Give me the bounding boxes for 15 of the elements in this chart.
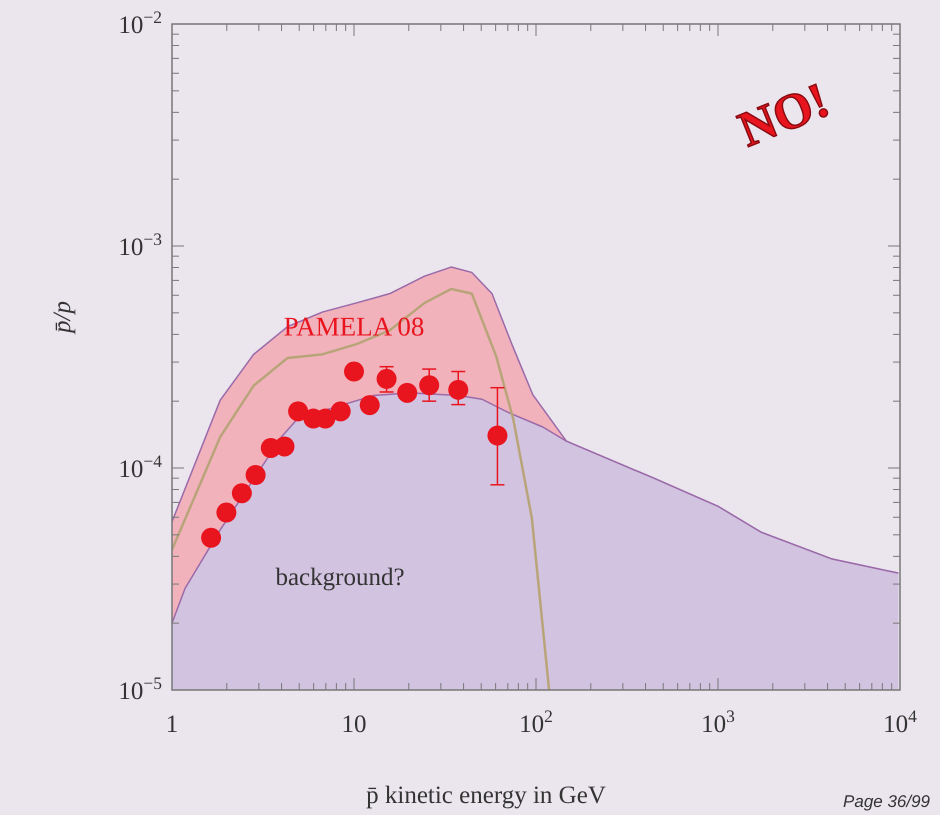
x-tick-label: 10$^{2}$ bbox=[519, 706, 553, 738]
text: Page 36/99 bbox=[843, 792, 931, 811]
x-tick-label: 1 bbox=[166, 711, 178, 738]
y-tick-label: 10$^{−2}$ bbox=[118, 7, 162, 39]
x-axis-title: p̄ kinetic energy in GeV bbox=[366, 782, 606, 809]
annotation: background? bbox=[275, 564, 405, 591]
y-tick-label: 10$^{−3}$ bbox=[118, 229, 162, 261]
series-label: PAMELA 08 bbox=[284, 312, 424, 342]
y-tick-label: 10$^{−4}$ bbox=[118, 451, 162, 483]
x-tick-label: 10 bbox=[342, 711, 366, 738]
annotation: NO! bbox=[730, 71, 837, 158]
x-tick-label: 10$^{3}$ bbox=[701, 706, 736, 738]
y-tick-label: 10$^{−5}$ bbox=[118, 673, 162, 705]
y-axis-title: p̄/p bbox=[49, 301, 76, 335]
x-tick-label: 10$^{4}$ bbox=[883, 706, 918, 738]
